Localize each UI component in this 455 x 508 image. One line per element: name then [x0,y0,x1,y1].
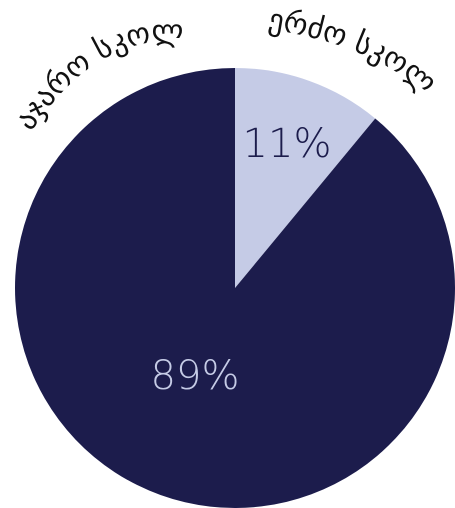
slice-value-label-private: 11% [243,121,332,167]
slice-value-label-public: 89% [151,353,240,399]
pie-slices [14,68,455,508]
pie-slice-public [14,68,455,508]
pie-slice-private [235,68,376,288]
